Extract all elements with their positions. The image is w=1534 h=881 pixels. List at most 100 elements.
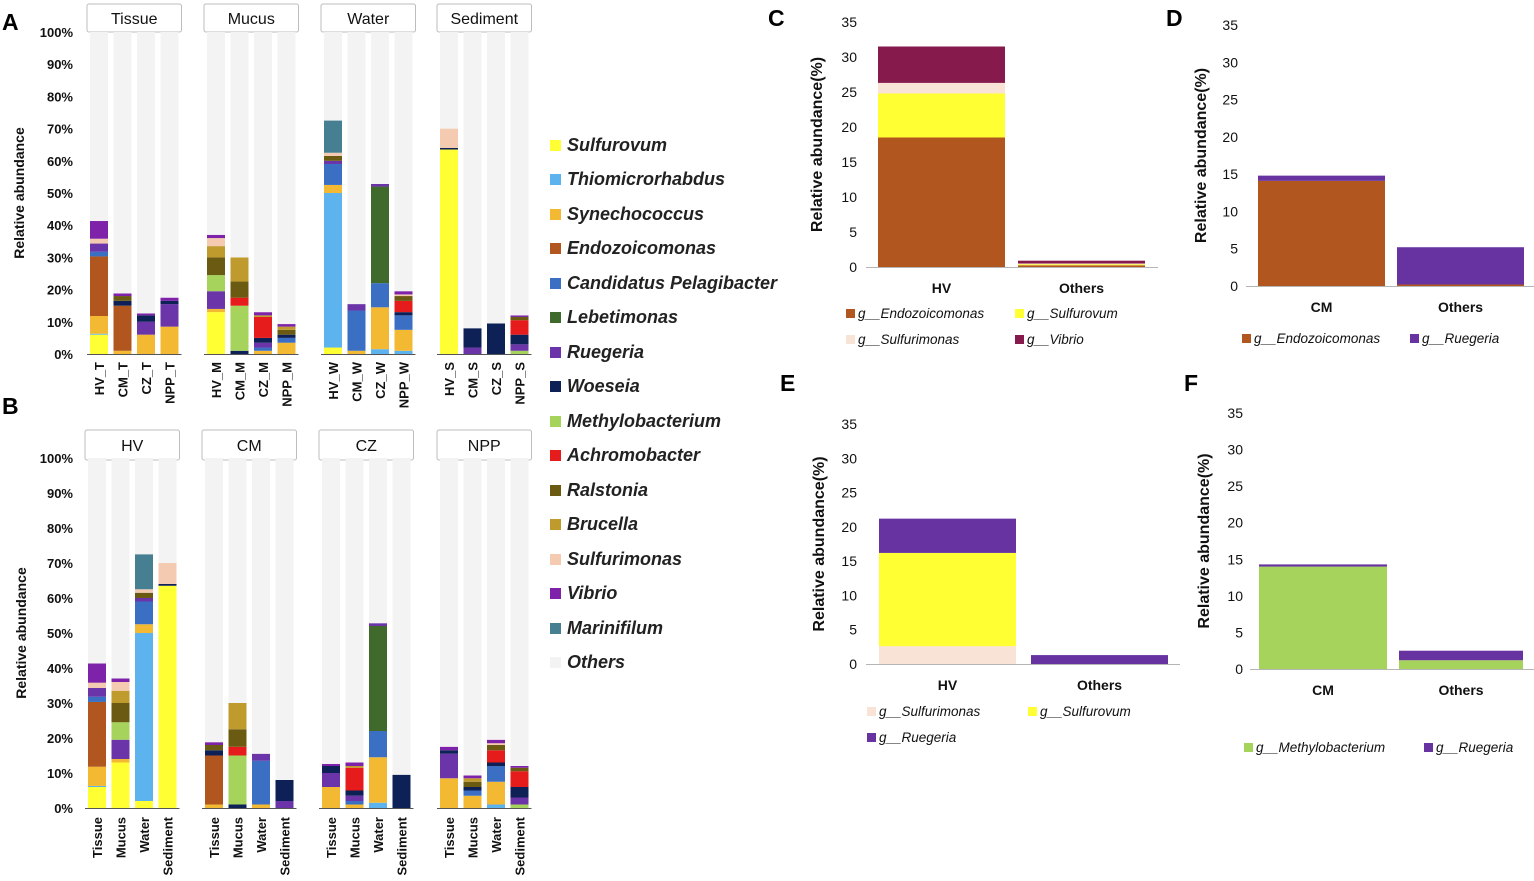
legend-entry-g-sulfurovum: g__Sulfurovum xyxy=(1015,306,1118,321)
bar-tissue: Tissue xyxy=(322,458,340,858)
y-tick-label: 60% xyxy=(47,591,73,606)
y-axis-label: Relative abundance(%) xyxy=(809,57,826,232)
bar-segment-g-ruegeria xyxy=(1397,247,1524,285)
panel-label-d: D xyxy=(1166,5,1183,31)
x-tick-label: Sediment xyxy=(161,816,176,875)
facet-cz: CZ Tissue Mucus Water Sediment xyxy=(318,429,414,876)
bar-segment-others xyxy=(158,458,177,563)
y-tick-label: 20 xyxy=(841,119,857,135)
bar-segment-synechococcus xyxy=(277,342,296,354)
bar-segment-vibrio xyxy=(463,775,482,779)
facet-sediment: Sediment HV_S CM_S CZ_S NPP_S xyxy=(436,3,532,405)
bar-segment-others xyxy=(510,458,529,766)
x-tick-label: Sediment xyxy=(395,816,410,875)
bar-cz-m: CZ_M xyxy=(254,32,272,397)
facet-title: HV xyxy=(121,438,144,455)
legend-swatch xyxy=(1015,335,1024,344)
bar-segment-thiomicrorhabdus xyxy=(394,350,413,354)
panel-e-chart: Relative abundance(%) 0 5 10 15 20 25 30 35 HV Oth… xyxy=(811,416,1180,745)
legend-swatch xyxy=(550,208,561,220)
bar-segment-endozoicomonas xyxy=(113,305,132,351)
bar-segment-sulfurimonas xyxy=(158,563,177,584)
bar-segment-candidatus-pelagibacter xyxy=(394,315,413,330)
bar-segment-others xyxy=(371,32,389,184)
bar-segment-woeseia xyxy=(160,300,179,305)
bar-segment-sulfurimonas xyxy=(88,682,106,688)
x-tick-label: CM_S xyxy=(466,362,481,398)
legend-swatch xyxy=(550,553,561,565)
y-tick-label: 25 xyxy=(841,485,857,501)
facet-water: Water HV_W CM_W CZ_W NPP_W xyxy=(320,3,416,408)
legend-swatch xyxy=(550,243,561,255)
legend-label: Thiomicrorhabdus xyxy=(567,169,726,190)
bar-segment-others xyxy=(88,458,106,664)
bar-segment-achromobacter xyxy=(510,320,529,335)
y-tick-label: 80% xyxy=(47,521,73,536)
x-tick-label: CZ_W xyxy=(373,361,388,399)
bar-npp-t: NPP_T xyxy=(160,32,179,404)
bar-segment-achromobacter xyxy=(228,746,247,756)
legend-entry-g-ruegeria: g__Ruegeria xyxy=(867,730,957,745)
bar-segment-woeseia xyxy=(137,315,155,322)
bar-segment-g-ruegeria xyxy=(1031,655,1168,664)
legend-label: g__Ruegeria xyxy=(879,730,957,745)
bar-segment-brucella xyxy=(207,246,225,258)
legend-entry-synechococcus: Synechococcus xyxy=(550,197,800,232)
bar-segment-woeseia xyxy=(510,334,529,345)
bar-segment-others xyxy=(252,458,270,754)
panel-b-chart: Relative abundance 0% 10% 20% 30% 40% 50% 60% 70… xyxy=(13,429,532,876)
bar-cm-s: CM_S xyxy=(463,32,482,398)
legend-entry-sulfurovum: Sulfurovum xyxy=(550,128,800,163)
legend-entry-lebetimonas: Lebetimonas xyxy=(550,301,800,336)
bar-segment-ralstonia xyxy=(207,257,225,276)
y-tick-label: 20 xyxy=(1227,515,1243,531)
bar-cm: CM xyxy=(1258,175,1385,315)
y-tick-label: 0 xyxy=(849,656,857,672)
bar-segment-thiomicrorhabdus xyxy=(90,333,108,335)
bar-segment-thiomicrorhabdus xyxy=(369,802,387,808)
y-axis-label: Relative abundance xyxy=(11,127,27,259)
x-tick-label: Mucus xyxy=(114,817,129,858)
bar-segment-candidatus-pelagibacter xyxy=(345,801,364,805)
panel-d-legend: g__Endozoicomonas g__Ruegeria xyxy=(1242,331,1500,346)
bar-segment-woeseia xyxy=(510,787,529,798)
x-tick-label: Mucus xyxy=(466,817,481,858)
x-tick-label: CZ_S xyxy=(489,362,504,396)
bar-segment-methylobacterium xyxy=(510,350,529,354)
bar-segment-vibrio xyxy=(394,291,413,295)
bar-segment-methylobacterium xyxy=(111,722,130,740)
y-tick-label: 10% xyxy=(47,315,73,330)
bar-segment-sulfurimonas xyxy=(394,294,413,297)
bar-segment-others xyxy=(369,458,387,624)
facet-title: Sediment xyxy=(450,11,518,28)
bar-segment-achromobacter xyxy=(510,771,529,787)
bar-segment-ralstonia xyxy=(230,281,249,298)
bar-water: Water xyxy=(252,458,270,853)
x-tick-label: Water xyxy=(371,817,386,853)
bar-segment-g-endozoicomonas xyxy=(1258,180,1385,286)
x-tick-label: Sediment xyxy=(513,816,528,875)
bar-hv: HV xyxy=(879,518,1016,693)
x-tick-label: Others xyxy=(1077,677,1122,693)
bar-segment-others xyxy=(394,32,413,292)
y-tick-label: 5 xyxy=(1230,241,1238,257)
legend-label: Candidatus Pelagibacter xyxy=(567,272,778,293)
panel-label-e: E xyxy=(780,370,795,396)
facet-title: Mucus xyxy=(228,11,275,28)
legend-swatch xyxy=(1242,334,1251,343)
bar-segment-ralstonia xyxy=(510,767,529,772)
legend-label: Vibrio xyxy=(567,583,618,604)
panel-d-chart: Relative abundance(%) 0 5 10 15 20 25 30 35 CM Oth… xyxy=(1193,17,1534,346)
bar-segment-others xyxy=(205,458,223,743)
bar-segment-g-endozoicomonas xyxy=(878,137,1005,267)
bar-segment-sulfurimonas xyxy=(135,589,153,593)
bar-segment-ruegeria xyxy=(137,321,155,335)
x-tick-label: Water xyxy=(254,817,269,853)
bar-segment-brucella xyxy=(228,703,247,730)
bar-segment-candidatus-pelagibacter xyxy=(135,601,153,625)
y-tick-label: 5 xyxy=(1235,624,1243,640)
bar-segment-sulfurimonas xyxy=(90,238,108,244)
bar-segment-g-vibrio xyxy=(878,46,1005,83)
facet-title: NPP xyxy=(468,438,501,455)
y-tick-label: 30% xyxy=(47,250,73,265)
